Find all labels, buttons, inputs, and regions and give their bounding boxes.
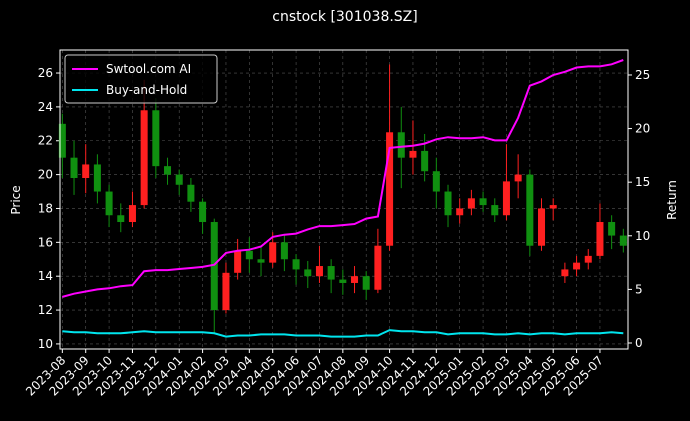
candle-body — [386, 132, 394, 246]
y-tick-label: 10 — [38, 337, 53, 351]
candle-body — [491, 205, 499, 216]
candle-body — [409, 150, 417, 158]
candle-body — [596, 222, 604, 256]
candle-body — [105, 191, 113, 216]
legend-label: Buy-and-Hold — [106, 83, 187, 97]
candle-body — [175, 174, 183, 185]
candle-body — [538, 208, 546, 246]
candle-body — [561, 269, 569, 277]
y-tick-label: 22 — [38, 134, 53, 148]
candle-body — [152, 110, 160, 167]
candle-body — [421, 150, 429, 172]
plot-frame — [59, 49, 629, 350]
y-tick-label: 12 — [38, 303, 53, 317]
y2-tick-label: 25 — [635, 68, 650, 82]
candle-body — [164, 166, 172, 175]
candle-body — [304, 269, 312, 277]
y2-tick-label: 15 — [635, 175, 650, 189]
candle-body — [584, 255, 592, 263]
chart-title: cnstock [301038.SZ] — [272, 9, 417, 25]
candle-body — [58, 123, 66, 158]
candle-body — [374, 245, 382, 290]
y-axis-label: Price — [9, 185, 23, 214]
return-line — [62, 59, 624, 298]
y-tick-label: 18 — [38, 201, 53, 215]
candle-body — [608, 222, 616, 236]
return-line — [62, 329, 624, 338]
candle-body — [502, 181, 510, 216]
candle-body — [362, 276, 370, 290]
candle-body — [339, 279, 347, 283]
candle-body — [82, 164, 90, 178]
candle-body — [351, 276, 359, 283]
candle-body — [117, 215, 125, 223]
candle-body — [93, 164, 101, 192]
candle-body — [234, 250, 242, 273]
candle-body — [245, 250, 253, 260]
candle-body — [315, 266, 323, 277]
candle-body — [514, 174, 522, 182]
y-tick-label: 26 — [38, 66, 53, 80]
y2-axis-label: Return — [665, 180, 679, 220]
candle-body — [280, 242, 288, 260]
candle-body — [397, 132, 405, 158]
y-tick-label: 16 — [38, 235, 53, 249]
candle-body — [128, 205, 136, 223]
y2-tick-label: 20 — [635, 122, 650, 136]
legend-label: Swtool.com AI — [106, 62, 191, 76]
candle-body — [222, 272, 230, 311]
candle-body — [456, 208, 464, 216]
candle-body — [526, 174, 534, 246]
candle-body — [549, 205, 557, 209]
candle-body — [619, 235, 627, 246]
candle-body — [327, 266, 335, 280]
candle-body — [187, 184, 195, 202]
y2-tick-label: 0 — [635, 336, 643, 350]
candle-body — [257, 259, 265, 263]
candle-body — [479, 198, 487, 206]
candle-body — [292, 259, 300, 270]
candle-body — [444, 191, 452, 216]
candle-body — [467, 198, 475, 209]
y2-tick-label: 10 — [635, 229, 650, 243]
candle-body — [432, 171, 440, 192]
y-tick-label: 24 — [38, 100, 53, 114]
candle-body — [573, 262, 581, 270]
y-tick-label: 14 — [38, 269, 53, 283]
candle-body — [199, 201, 207, 223]
candle-body — [140, 110, 148, 206]
y2-tick-label: 5 — [635, 282, 643, 296]
legend: Swtool.com AI Buy-and-Hold — [64, 54, 218, 104]
candle-body — [269, 242, 277, 263]
candle-body — [210, 222, 218, 311]
y-tick-label: 20 — [38, 168, 53, 182]
candle-body — [70, 157, 78, 178]
legend-box — [64, 54, 218, 104]
